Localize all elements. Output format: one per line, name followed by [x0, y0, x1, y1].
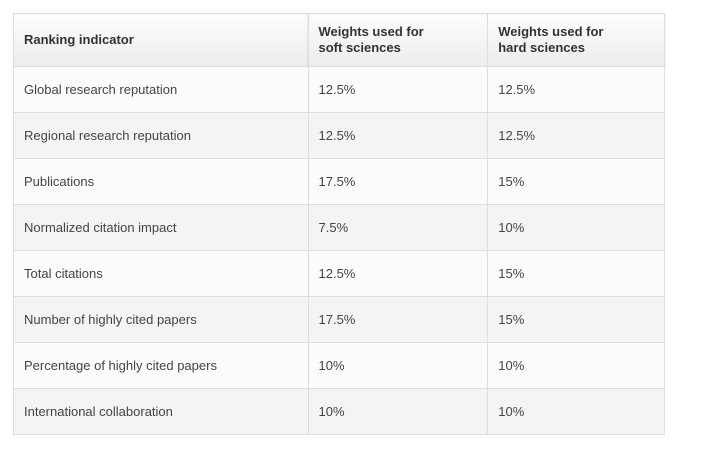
- table-row: Total citations 12.5% 15%: [13, 250, 665, 297]
- weight-cell: 10%: [487, 204, 665, 251]
- weight-cell: 10%: [487, 388, 665, 435]
- table-header: Ranking indicator Weights used for soft s…: [13, 13, 665, 67]
- table-row: Normalized citation impact 7.5% 10%: [13, 204, 665, 251]
- weight-cell: 12.5%: [487, 112, 665, 159]
- table-body: Global research reputation 12.5% 12.5% Regi…: [13, 66, 665, 435]
- table-row: Percentage of highly cited papers 10% 10%: [13, 342, 665, 389]
- weight-cell: 17.5%: [307, 158, 489, 205]
- indicator-cell: Number of highly cited papers: [13, 296, 309, 343]
- header-row: Ranking indicator Weights used for soft s…: [13, 13, 665, 67]
- weight-cell: 10%: [487, 342, 665, 389]
- weight-cell: 10%: [307, 388, 489, 435]
- header-cell: Weights used for hard sciences: [487, 13, 665, 67]
- weight-cell: 12.5%: [487, 66, 665, 113]
- indicator-cell: International collaboration: [13, 388, 309, 435]
- header-text: Weights used for hard sciences: [498, 24, 604, 55]
- table-row: Number of highly cited papers 17.5% 15%: [13, 296, 665, 343]
- weight-cell: 12.5%: [307, 66, 489, 113]
- weight-cell: 15%: [487, 296, 665, 343]
- table-row: Publications 17.5% 15%: [13, 158, 665, 205]
- indicator-cell: Total citations: [13, 250, 309, 297]
- weight-cell: 15%: [487, 250, 665, 297]
- indicator-cell: Percentage of highly cited papers: [13, 342, 309, 389]
- header-cell: Weights used for soft sciences: [307, 13, 489, 67]
- table-row: Regional research reputation 12.5% 12.5%: [13, 112, 665, 159]
- table-row: International collaboration 10% 10%: [13, 388, 665, 435]
- weight-cell: 7.5%: [307, 204, 489, 251]
- ranking-table: Ranking indicator Weights used for soft s…: [13, 13, 665, 435]
- indicator-cell: Publications: [13, 158, 309, 205]
- indicator-cell: Regional research reputation: [13, 112, 309, 159]
- header-cell: Ranking indicator: [13, 13, 309, 67]
- indicator-cell: Normalized citation impact: [13, 204, 309, 251]
- weight-cell: 10%: [307, 342, 489, 389]
- weight-cell: 15%: [487, 158, 665, 205]
- weight-cell: 12.5%: [307, 112, 489, 159]
- weight-cell: 12.5%: [307, 250, 489, 297]
- header-text: Weights used for soft sciences: [318, 24, 424, 55]
- header-text: Ranking indicator: [24, 32, 134, 47]
- table-row: Global research reputation 12.5% 12.5%: [13, 66, 665, 113]
- indicator-cell: Global research reputation: [13, 66, 309, 113]
- weight-cell: 17.5%: [307, 296, 489, 343]
